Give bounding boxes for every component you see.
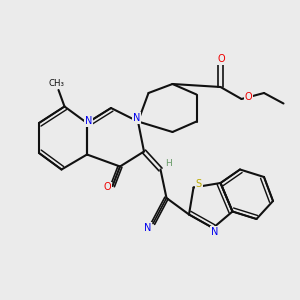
Text: N: N bbox=[85, 116, 92, 127]
Text: S: S bbox=[196, 179, 202, 189]
Text: CH₃: CH₃ bbox=[48, 79, 64, 88]
Text: O: O bbox=[103, 182, 111, 193]
Text: N: N bbox=[144, 223, 151, 233]
Text: O: O bbox=[244, 92, 252, 102]
Text: N: N bbox=[133, 113, 140, 123]
Text: O: O bbox=[217, 54, 225, 64]
Text: N: N bbox=[211, 226, 218, 237]
Text: H: H bbox=[166, 159, 172, 168]
